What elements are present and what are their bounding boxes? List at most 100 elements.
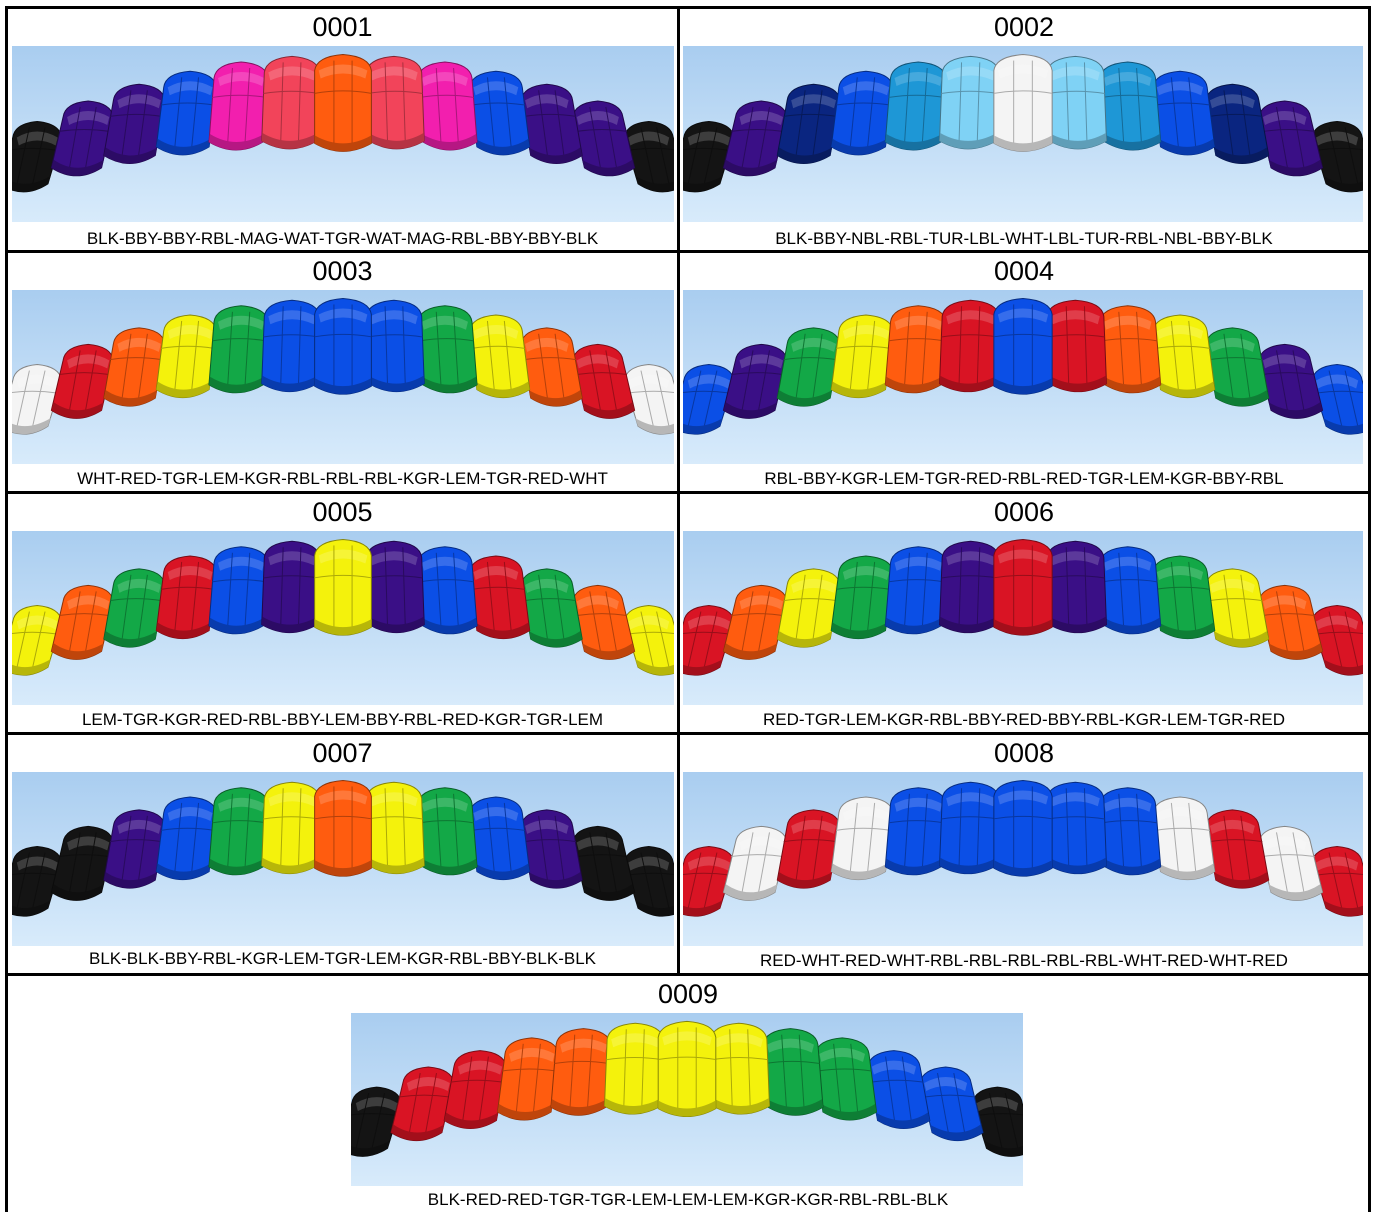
canopy-image: [12, 290, 674, 464]
canopy-cell-red: [776, 809, 841, 889]
canopy-cell-lem: [710, 1022, 771, 1115]
canopy-cell-lem: [623, 605, 674, 676]
canopy-cell-tgr: [496, 1037, 560, 1121]
design-cell-0001: 0001 BLK-BBY-BBY-RBL-MAG-WAT-TGR-WAT-MAG…: [8, 9, 677, 250]
canopy-cell-bby: [1258, 100, 1324, 177]
canopy-cell-tgr: [1258, 584, 1324, 660]
canopy-cell-rbl: [683, 364, 735, 435]
canopy-cell-bby: [261, 540, 321, 634]
canopy-cell-bby: [1258, 343, 1324, 419]
canopy-cell-lem: [12, 605, 63, 676]
canopy-cell-tgr: [572, 584, 636, 660]
design-code: 0006: [993, 497, 1055, 527]
canopy-cell-kgr: [208, 787, 269, 876]
canopy-image: [683, 531, 1363, 705]
canopy-cell-rbl: [919, 1066, 984, 1142]
canopy-cell-red: [1205, 809, 1270, 889]
canopy-cell-lbl: [1046, 55, 1107, 150]
canopy-cell-bby: [50, 100, 114, 177]
canopy-cell-tur: [884, 61, 947, 151]
canopy-cell-rbl: [830, 70, 894, 156]
design-code: 0003: [312, 256, 373, 286]
canopy-cell-blk: [12, 846, 63, 917]
canopy-cell-rbl: [208, 546, 269, 635]
canopy-cell-lem: [1152, 314, 1216, 399]
canopy-cell-nbl: [1205, 83, 1270, 164]
color-sequence-caption: LEM-TGR-KGR-RED-RBL-BBY-LEM-BBY-RBL-RED-…: [81, 710, 604, 729]
canopy-cell-tgr: [520, 327, 583, 407]
design-cell-0009: 0009 BLK-RED-RED-TGR-TGR-LEM-LEM-LEM-KGR…: [8, 976, 1368, 1215]
design-cell-0002: 0002 BLK-BBY-NBL-RBL-TUR-LBL-WHT-LBL-TUR…: [680, 9, 1368, 250]
canopy-cell-kgr: [762, 1028, 824, 1116]
canopy-image: [12, 46, 674, 222]
design-code: 0008: [993, 738, 1055, 768]
row-divider: [8, 250, 1368, 253]
canopy-image: [683, 46, 1363, 222]
canopy-cell-rbl: [314, 297, 372, 395]
canopy-cell-rbl: [1099, 787, 1162, 876]
canopy-cell-nbl: [776, 83, 841, 164]
color-sequence-caption: RBL-BBY-KGR-LEM-TGR-RED-RBL-RED-TGR-LEM-…: [764, 469, 1284, 488]
canopy-cell-lem: [365, 781, 425, 875]
canopy-cell-tgr: [314, 54, 372, 152]
canopy-cell-wht: [993, 54, 1053, 152]
canopy-cell-blk: [623, 120, 674, 193]
canopy-cell-wat: [261, 55, 321, 150]
design-code: 0009: [657, 979, 719, 1009]
canopy-cell-rbl: [1311, 364, 1363, 435]
column-divider: [677, 9, 680, 976]
canopy-cell-red: [683, 605, 735, 676]
design-code: 0001: [312, 12, 373, 42]
canopy-cell-blk: [972, 1086, 1023, 1157]
canopy-cell-lem: [657, 1020, 717, 1118]
canopy-cell-bby: [1046, 540, 1107, 634]
canopy-cell-tgr: [1099, 305, 1162, 394]
canopy-cell-rbl: [468, 796, 531, 881]
canopy-cell-blk: [351, 1086, 402, 1157]
design-code: 0002: [993, 12, 1055, 42]
color-sequence-caption: BLK-BBY-BBY-RBL-MAG-WAT-TGR-WAT-MAG-RBL-…: [86, 229, 599, 248]
canopy-cell-wat: [365, 55, 425, 150]
canopy-cell-red: [1046, 299, 1107, 393]
canopy-cell-red: [1311, 846, 1363, 917]
canopy-cell-tgr: [103, 327, 166, 407]
canopy-cell-blk: [572, 825, 636, 901]
canopy-cell-wht: [12, 364, 63, 435]
canopy-cell-blk: [623, 846, 674, 917]
canopy-cell-mag: [417, 61, 478, 151]
canopy-cell-kgr: [1205, 327, 1270, 407]
color-sequence-caption: RED-TGR-LEM-KGR-RBL-BBY-RED-BBY-RBL-KGR-…: [762, 710, 1286, 729]
row-divider: [8, 732, 1368, 735]
canopy-cell-rbl: [468, 70, 531, 156]
canopy-cell-tgr: [314, 779, 372, 877]
canopy-cell-rbl: [417, 546, 478, 635]
color-sequence-caption: BLK-BLK-BBY-RBL-KGR-LEM-TGR-LEM-KGR-RBL-…: [89, 949, 596, 968]
design-code: 0005: [312, 497, 373, 527]
color-sequence-caption: BLK-BBY-NBL-RBL-TUR-LBL-WHT-LBL-TUR-RBL-…: [775, 229, 1273, 248]
canopy-cell-rbl: [993, 297, 1053, 395]
canopy-cell-lem: [603, 1022, 664, 1115]
canopy-cell-rbl: [1152, 70, 1216, 156]
canopy-image: [12, 531, 674, 705]
row-divider: [8, 491, 1368, 494]
canopy-cell-tgr: [722, 584, 788, 660]
design-cell-0006: 0006 RED-TGR-LEM-KGR-RBL-BBY-RED-BBY-RBL…: [680, 494, 1368, 732]
canopy-cell-blk: [1311, 120, 1363, 193]
design-code: 0004: [993, 256, 1055, 286]
canopy-cell-bby: [939, 540, 1000, 634]
design-cell-0005: 0005 LEM-TGR-KGR-RED-RBL-BBY-LEM-BBY-RBL…: [8, 494, 677, 732]
canopy-image: [351, 1013, 1023, 1186]
canopy-cell-wht: [722, 825, 788, 901]
design-cell-0003: 0003 WHT-RED-TGR-LEM-KGR-RBL-RBL-RBL-KGR…: [8, 253, 677, 491]
canopy-cell-kgr: [208, 305, 269, 394]
color-sequence-caption: BLK-RED-RED-TGR-TGR-LEM-LEM-LEM-KGR-KGR-…: [427, 1190, 949, 1209]
canopy-cell-bby: [572, 100, 636, 177]
canopy-cell-lem: [261, 781, 321, 875]
canopy-cell-kgr: [417, 305, 478, 394]
canopy-cell-rbl: [1046, 781, 1107, 875]
canopy-cell-bby: [520, 809, 583, 889]
canopy-cell-kgr: [814, 1037, 878, 1121]
canopy-cell-rbl: [155, 796, 218, 881]
canopy-cell-red: [939, 299, 1000, 393]
canopy-cell-wht: [830, 796, 894, 881]
